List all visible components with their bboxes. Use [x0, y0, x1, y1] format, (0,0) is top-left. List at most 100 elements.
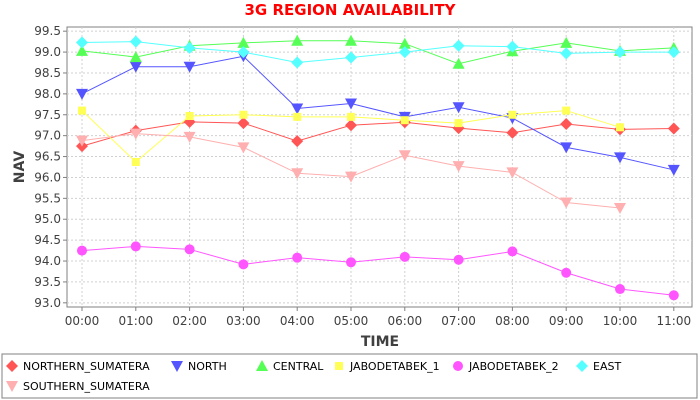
data-point: [130, 241, 141, 252]
x-tick-label: 11:00: [657, 314, 692, 328]
data-point: [77, 245, 87, 256]
data-point: [453, 254, 464, 265]
data-point: [78, 106, 86, 115]
data-point: [76, 88, 88, 100]
legend-item: JABODETABEK_2: [453, 360, 559, 373]
legend-marker: [6, 381, 18, 392]
legend-label: SOUTHERN_SUMATERA: [23, 380, 150, 393]
legend-label: CENTRAL: [273, 360, 324, 373]
legend-marker: [453, 361, 463, 371]
y-tick-label: 95.0: [34, 212, 61, 226]
y-tick-label: 99.5: [34, 24, 61, 38]
legend-marker: [171, 361, 183, 372]
legend-item: CENTRAL: [256, 360, 324, 373]
y-tick-label: 93.0: [34, 296, 61, 310]
series-east: [76, 35, 680, 69]
data-point: [614, 202, 626, 214]
y-tick-label: 93.5: [34, 275, 61, 289]
y-tick-label: 94.5: [34, 233, 61, 247]
x-tick-label: 09:00: [549, 314, 584, 328]
y-tick-label: 98.0: [34, 87, 61, 101]
data-point: [454, 119, 463, 128]
legend-item: EAST: [576, 360, 621, 373]
x-tick-label: 04:00: [280, 314, 315, 328]
legend-marker: [576, 360, 588, 372]
x-tick-label: 10:00: [603, 314, 638, 328]
data-point: [129, 51, 142, 63]
y-axis-label: NAV: [12, 151, 28, 184]
legend-label: EAST: [593, 360, 621, 373]
data-point: [560, 197, 573, 209]
data-point: [237, 46, 250, 59]
legend-item: NORTH: [171, 360, 227, 373]
y-tick-label: 97.0: [34, 129, 61, 143]
data-point: [291, 56, 304, 69]
data-point: [560, 47, 573, 60]
legend-label: JABODETABEK_1: [349, 360, 440, 373]
series-line: [81, 40, 674, 65]
data-point: [667, 164, 680, 176]
series-southern-sumatera: [76, 128, 626, 214]
y-tick-label: 96.0: [34, 170, 61, 184]
legend-label: NORTHERN_SUMATERA: [23, 360, 150, 373]
chart-title: 3G REGION AVAILABILITY: [245, 1, 457, 19]
series-jabodetabek-2: [77, 241, 679, 301]
plot-area: [66, 26, 693, 308]
data-point: [506, 40, 519, 53]
data-point: [398, 150, 411, 162]
x-tick-label: 05:00: [334, 314, 369, 328]
y-tick-label: 97.5: [34, 108, 61, 122]
data-point: [129, 35, 142, 48]
y-tick-label: 96.5: [34, 150, 61, 164]
data-point: [508, 110, 517, 119]
data-point: [615, 284, 625, 295]
data-point: [452, 102, 465, 114]
data-point: [129, 61, 142, 73]
data-point: [345, 98, 357, 110]
series-line: [81, 55, 674, 171]
legend-item: SOUTHERN_SUMATERA: [6, 380, 150, 393]
y-tick-label: 95.5: [34, 191, 61, 205]
data-point: [185, 112, 194, 121]
data-point: [183, 41, 196, 54]
data-point: [291, 34, 304, 46]
series-layer: [76, 34, 680, 301]
data-point: [452, 161, 465, 173]
data-point: [347, 112, 355, 121]
data-point: [76, 135, 88, 147]
data-point: [667, 46, 680, 59]
legend-label: NORTH: [188, 360, 227, 373]
y-tick-label: 98.5: [34, 66, 61, 80]
data-point: [183, 131, 196, 143]
data-point: [292, 252, 303, 263]
x-tick-label: 08:00: [495, 314, 530, 328]
data-point: [291, 103, 304, 115]
data-point: [614, 46, 626, 59]
data-point: [239, 110, 248, 119]
data-point: [507, 246, 518, 257]
data-point: [76, 36, 88, 49]
data-point: [291, 135, 304, 148]
x-axis-label: TIME: [361, 334, 399, 350]
data-point: [398, 46, 411, 59]
data-point: [76, 44, 88, 56]
axis-layer: 93.0 93.5 94.0 94.5 95.0 95.5 96.0 96.5 97.0 97.5…: [34, 24, 691, 328]
series-jabodetabek-1: [78, 106, 624, 166]
data-point: [560, 36, 573, 48]
data-point: [562, 106, 571, 115]
legend-item: JABODETABEK_1: [335, 360, 440, 373]
data-point: [560, 117, 573, 130]
data-point: [667, 122, 680, 135]
data-point: [560, 142, 573, 154]
y-tick-label: 94.0: [34, 254, 61, 268]
data-point: [345, 51, 357, 64]
data-point: [506, 167, 519, 179]
x-tick-label: 07:00: [441, 314, 476, 328]
x-tick-label: 00:00: [65, 314, 100, 328]
data-point: [399, 251, 410, 262]
data-point: [237, 36, 250, 48]
data-point: [237, 142, 250, 154]
x-tick-label: 06:00: [388, 314, 423, 328]
